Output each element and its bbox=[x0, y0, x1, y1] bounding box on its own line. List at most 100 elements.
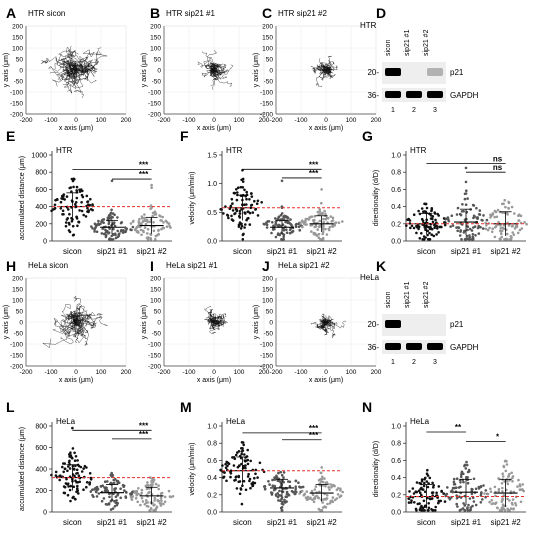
track-x-tick-label: -100 bbox=[182, 369, 195, 376]
dot-series-0 bbox=[405, 202, 447, 241]
data-point bbox=[332, 484, 336, 488]
blot-marker-20: 20- bbox=[367, 320, 379, 329]
data-point bbox=[283, 501, 287, 504]
data-point bbox=[299, 221, 302, 225]
data-point bbox=[91, 208, 94, 212]
data-point bbox=[502, 224, 506, 227]
track-plot-title: HTR sicon bbox=[28, 9, 65, 18]
data-point bbox=[241, 233, 245, 237]
panel-letter-C: C bbox=[262, 5, 272, 21]
cell-track bbox=[49, 59, 77, 74]
dot-plot-title: HTR bbox=[56, 146, 73, 155]
data-point bbox=[231, 202, 234, 205]
track-x-tick-label: -200 bbox=[19, 369, 32, 376]
data-point bbox=[113, 224, 117, 228]
track-y-tick-label: 0 bbox=[157, 68, 161, 75]
track-y-tick-label: -200 bbox=[148, 364, 161, 371]
data-point bbox=[506, 238, 509, 241]
data-point bbox=[234, 478, 237, 482]
data-point bbox=[432, 486, 435, 489]
data-point bbox=[424, 210, 428, 213]
data-point bbox=[513, 227, 517, 230]
data-point bbox=[327, 227, 331, 231]
data-point bbox=[314, 485, 318, 488]
data-point bbox=[241, 447, 244, 450]
data-point bbox=[324, 485, 327, 488]
data-point bbox=[140, 233, 143, 237]
data-point bbox=[136, 500, 139, 504]
data-point bbox=[407, 218, 411, 221]
track-y-tick-label: 0 bbox=[19, 320, 23, 327]
data-point bbox=[110, 471, 113, 475]
data-point bbox=[313, 225, 317, 229]
data-point bbox=[408, 222, 412, 225]
track-y-tick-label: 100 bbox=[262, 46, 273, 53]
data-point bbox=[150, 183, 153, 187]
cell-track bbox=[314, 321, 327, 330]
data-point bbox=[433, 212, 437, 215]
data-point bbox=[167, 489, 171, 493]
data-point bbox=[298, 485, 301, 489]
data-point bbox=[156, 233, 159, 237]
data-point bbox=[427, 506, 431, 510]
data-point bbox=[454, 486, 458, 490]
data-point bbox=[76, 471, 79, 475]
data-point bbox=[320, 466, 324, 469]
data-point bbox=[431, 481, 434, 485]
data-point bbox=[140, 496, 144, 500]
data-point bbox=[474, 234, 477, 237]
data-point bbox=[60, 194, 64, 198]
data-point bbox=[243, 203, 246, 206]
panel-letter-D: D bbox=[376, 5, 386, 21]
data-point bbox=[160, 499, 163, 503]
data-point bbox=[412, 492, 416, 495]
data-point bbox=[219, 468, 222, 472]
data-point bbox=[462, 231, 466, 234]
data-point bbox=[417, 209, 420, 213]
data-point bbox=[416, 502, 420, 506]
data-point bbox=[323, 477, 326, 480]
data-point bbox=[459, 213, 463, 217]
data-point bbox=[80, 209, 84, 213]
data-point bbox=[245, 190, 248, 194]
data-point bbox=[426, 485, 430, 489]
data-point bbox=[125, 491, 128, 494]
data-point bbox=[116, 216, 119, 219]
data-point bbox=[431, 220, 435, 224]
dot-plot-y-tick-label: 400 bbox=[35, 204, 47, 211]
data-point bbox=[480, 218, 484, 222]
data-point bbox=[75, 468, 79, 472]
data-point bbox=[73, 451, 76, 455]
significance-label: *** bbox=[309, 169, 319, 178]
track-y-tick-label: -150 bbox=[10, 101, 23, 108]
data-point bbox=[281, 503, 285, 506]
data-point bbox=[90, 225, 93, 228]
data-point bbox=[143, 226, 147, 229]
data-point bbox=[503, 198, 507, 202]
data-point bbox=[464, 238, 468, 241]
data-point bbox=[93, 222, 97, 226]
blot-lane-number: 1 bbox=[391, 359, 395, 366]
data-point bbox=[265, 223, 269, 226]
cell-track bbox=[72, 56, 91, 73]
data-point bbox=[452, 480, 456, 484]
dot-series-1 bbox=[90, 179, 135, 241]
data-point bbox=[237, 474, 240, 478]
cell-track bbox=[75, 319, 89, 346]
data-point bbox=[328, 225, 332, 229]
data-point bbox=[112, 481, 116, 485]
blot-band-gapdh bbox=[406, 343, 422, 350]
blot-marker-20: 20- bbox=[367, 68, 379, 77]
data-point bbox=[239, 222, 242, 226]
data-point bbox=[450, 489, 454, 492]
dot-plot-y-tick-label: 0.8 bbox=[391, 441, 401, 448]
data-point bbox=[460, 471, 464, 474]
data-point bbox=[309, 496, 312, 500]
data-point bbox=[284, 220, 287, 224]
blot-lane-label: sip21 #2 bbox=[423, 281, 430, 308]
data-point bbox=[89, 490, 93, 493]
western-blot-HeLa: HeLa sicon sip21 #1 sip21 #2 20- 36- p21 GAPDH 1… bbox=[360, 273, 479, 366]
data-point bbox=[493, 485, 497, 489]
data-point bbox=[77, 474, 81, 478]
dot-plot-y-tick-label: 0.8 bbox=[207, 441, 217, 448]
